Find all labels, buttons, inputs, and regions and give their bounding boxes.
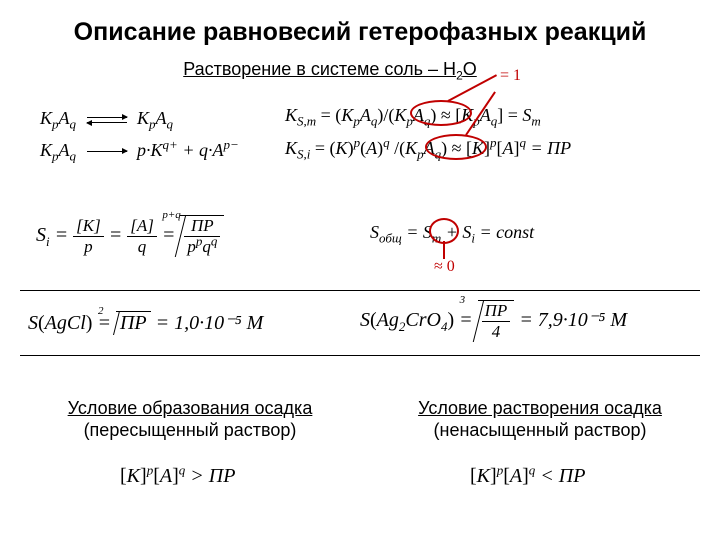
eq-si: Si = [K]p = [A]q = p+qПРppqq bbox=[36, 215, 224, 257]
sagcl-val: = 1,0·10⁻⁵ М bbox=[151, 312, 264, 334]
cond-left-title: Условие образования осадка bbox=[40, 398, 340, 419]
highlight-circle-1 bbox=[410, 100, 472, 126]
page-title: Описание равновесий гетерофазных реакций bbox=[0, 0, 720, 47]
ksm-tail: т bbox=[531, 114, 540, 129]
divider-2 bbox=[20, 355, 700, 356]
subtitle-text: Растворение в системе соль – Н bbox=[183, 59, 456, 79]
subtitle-post: О bbox=[463, 59, 477, 79]
frac-a-top: [A] bbox=[127, 216, 157, 237]
ksi-sub: S,i bbox=[297, 147, 310, 162]
cond-left-sub: (пересыщенный раствор) bbox=[40, 420, 340, 441]
eq-sagcl: S(AgCl) = 2ПР = 1,0·10⁻⁵ М bbox=[28, 310, 263, 335]
si-sub: i bbox=[46, 234, 50, 249]
root-idx: p+q bbox=[162, 209, 180, 221]
frac-k-top: [K] bbox=[73, 216, 104, 237]
sag2-val: = 7,9·10⁻⁵ М bbox=[514, 309, 627, 331]
ksm-K: K bbox=[285, 105, 297, 125]
ineq-right: [K]p[A]q < ПР bbox=[470, 465, 585, 488]
annotation-line-3 bbox=[443, 241, 445, 259]
sagcl-root: ПР bbox=[116, 311, 151, 335]
ksi-tail: = ПР bbox=[530, 138, 571, 158]
subtitle-sub: 2 bbox=[456, 69, 463, 83]
ksi-K: K bbox=[285, 138, 297, 158]
frac-a-bot: q bbox=[127, 237, 157, 257]
divider-1 bbox=[20, 290, 700, 291]
ineq-left: [K]p[A]q > ПР bbox=[120, 465, 235, 488]
ksm-sub: S,т bbox=[297, 114, 316, 129]
highlight-circle-2 bbox=[425, 134, 487, 160]
ksi-q2: q bbox=[519, 135, 526, 150]
sobsh-const: = const bbox=[475, 222, 534, 242]
cond-right-title: Условие растворения осадка bbox=[390, 398, 690, 419]
cond-right-sub: (ненасыщенный раствор) bbox=[390, 420, 690, 441]
annotation-eq1: = 1 bbox=[500, 67, 521, 85]
frac-k-bot: p bbox=[73, 237, 104, 257]
eq-reaction-2: KpAq p·Kq+ + q·Ap− bbox=[40, 140, 239, 161]
eq-reaction-1: KpAq KpAq bbox=[40, 108, 173, 129]
sobsh-sub: общ bbox=[379, 231, 402, 246]
eq-sag2cro4: S(Ag2CrO4) = 3ПР4 = 7,9·10⁻⁵ М bbox=[360, 300, 627, 342]
annotation-approx0: ≈ 0 bbox=[434, 258, 455, 276]
sag2-bot: 4 bbox=[482, 322, 511, 342]
ksi-q: q bbox=[383, 135, 390, 150]
sag2-top: ПР bbox=[482, 301, 511, 322]
sag2-idx: 3 bbox=[460, 294, 466, 306]
subtitle: Растворение в системе соль – Н2О bbox=[0, 59, 720, 83]
